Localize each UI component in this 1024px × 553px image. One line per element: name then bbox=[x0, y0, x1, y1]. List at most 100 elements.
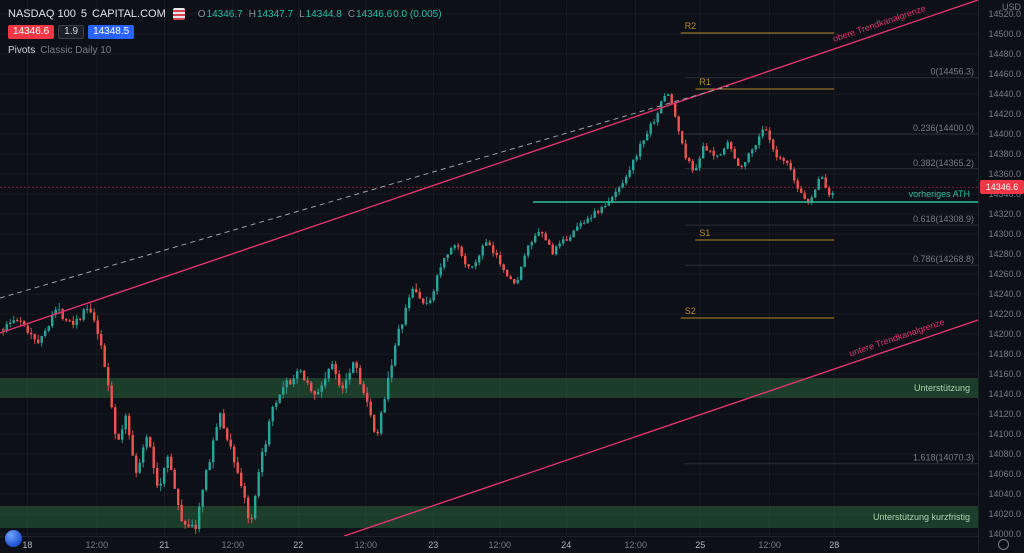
candle-body-up bbox=[814, 189, 817, 198]
candle-body-up bbox=[758, 136, 761, 146]
interval-label[interactable]: 5 bbox=[80, 8, 87, 20]
chart-plot[interactable]: 0(14456.3) 0.236(14400.0) 0.382(14365.2) 0.… bbox=[0, 0, 978, 536]
candle-body-up bbox=[656, 113, 659, 123]
upper-trend-channel-line[interactable] bbox=[0, 0, 978, 334]
candle-body-down bbox=[828, 188, 831, 196]
candle-body-up bbox=[324, 378, 327, 386]
candle-body-up bbox=[562, 239, 565, 244]
candle-body-down bbox=[772, 139, 775, 150]
fib-level-label: 1.618(14070.3) bbox=[913, 453, 974, 463]
candle-body-down bbox=[768, 130, 771, 140]
candle-body-down bbox=[110, 385, 113, 408]
candle-body-up bbox=[754, 145, 757, 150]
candle-body-down bbox=[366, 392, 369, 402]
candle-body-down bbox=[236, 462, 239, 473]
candle-body-down bbox=[418, 292, 421, 299]
candle-body-down bbox=[114, 407, 117, 434]
candle-body-down bbox=[597, 211, 600, 213]
candle-body-up bbox=[331, 363, 334, 369]
candle-body-up bbox=[264, 444, 267, 452]
buy-price-badge[interactable]: 14348.5 bbox=[88, 25, 135, 39]
candle-body-down bbox=[156, 468, 159, 486]
candle-body-up bbox=[299, 370, 302, 372]
clock-icon[interactable] bbox=[998, 539, 1009, 550]
candle-body-up bbox=[352, 362, 355, 373]
price-tick-label: 14500.0 bbox=[988, 29, 1021, 39]
candle-body-down bbox=[488, 242, 491, 246]
candle-body-up bbox=[380, 412, 383, 434]
candle-body-up bbox=[621, 183, 624, 188]
candle-body-down bbox=[551, 244, 554, 255]
candle-body-up bbox=[744, 162, 747, 167]
candle-body-up bbox=[121, 429, 124, 440]
support-zone[interactable] bbox=[0, 506, 978, 528]
candle-body-up bbox=[198, 506, 201, 530]
candle-body-up bbox=[523, 255, 526, 267]
support-zone[interactable] bbox=[0, 378, 978, 398]
price-tick-label: 14460.0 bbox=[988, 69, 1021, 79]
candle-body-down bbox=[730, 142, 733, 150]
candle-body-up bbox=[453, 245, 456, 249]
candle-body-up bbox=[590, 217, 593, 219]
support-zone-label: Unterstützung kurzfristig bbox=[873, 512, 970, 522]
candle-body-down bbox=[779, 157, 782, 159]
dashed-trend-line[interactable] bbox=[0, 85, 729, 299]
candle-body-down bbox=[415, 288, 418, 293]
candle-body-down bbox=[226, 428, 229, 440]
candle-body-up bbox=[751, 149, 754, 154]
candle-body-down bbox=[135, 455, 138, 473]
candle-body-down bbox=[740, 165, 743, 167]
candle-body-down bbox=[506, 270, 509, 277]
candle-body-up bbox=[390, 365, 393, 378]
candle-body-down bbox=[131, 435, 134, 456]
candle-body-down bbox=[16, 320, 19, 322]
lower-trend-channel-line[interactable] bbox=[344, 319, 978, 536]
candle-body-up bbox=[387, 377, 390, 400]
candle-body-down bbox=[492, 245, 495, 254]
candle-body-down bbox=[541, 231, 544, 234]
candle-body-down bbox=[737, 158, 740, 166]
price-tick-label: 14380.0 bbox=[988, 149, 1021, 159]
candle-body-down bbox=[177, 488, 180, 505]
price-axis[interactable]: USD 14000.0 14020.0 14040.0 14060.0 14080.0 1… bbox=[978, 0, 1024, 553]
price-tick-label: 14020.0 bbox=[988, 509, 1021, 519]
time-tick-label: 28 bbox=[829, 540, 840, 550]
candle-body-up bbox=[443, 258, 446, 268]
candle-body-up bbox=[530, 242, 533, 246]
candle-body-up bbox=[516, 279, 519, 284]
time-axis[interactable]: 18 12:00 21 12:00 22 12:00 23 12:00 24 12:00 25 12:… bbox=[0, 536, 978, 553]
time-tick-label: 12:00 bbox=[221, 540, 245, 550]
pivot-level-label: R2 bbox=[685, 21, 697, 31]
candle-body-up bbox=[821, 177, 824, 179]
candle-body-up bbox=[439, 267, 442, 276]
time-tick-label: 12:00 bbox=[354, 540, 378, 550]
candle-body-up bbox=[446, 254, 449, 259]
candle-body-up bbox=[436, 275, 439, 292]
candle-body-up bbox=[604, 205, 607, 207]
candle-body-up bbox=[726, 142, 729, 149]
candle-body-down bbox=[688, 158, 691, 162]
sell-price-badge[interactable]: 14346.6 bbox=[8, 25, 55, 39]
candle-body-down bbox=[310, 382, 313, 392]
previous-ath-label: vorheriges ATH bbox=[909, 189, 970, 199]
candle-body-down bbox=[247, 497, 250, 519]
candle-body-up bbox=[569, 237, 572, 241]
candle-body-down bbox=[565, 239, 568, 241]
open-value: 14346.7 bbox=[206, 8, 243, 20]
candle-body-up bbox=[425, 302, 428, 304]
candle-body-up bbox=[558, 243, 561, 247]
candle-body-down bbox=[670, 94, 673, 104]
candle-body-up bbox=[635, 156, 638, 160]
candle-body-up bbox=[625, 176, 628, 184]
candle-body-up bbox=[58, 309, 61, 311]
pivot-level-label: S2 bbox=[685, 306, 696, 316]
candle-body-down bbox=[96, 320, 99, 335]
blue-bubble-icon[interactable] bbox=[5, 530, 22, 547]
candle-body-down bbox=[544, 233, 547, 241]
candle-body-down bbox=[338, 374, 341, 386]
indicator-name[interactable]: Pivots bbox=[8, 44, 36, 56]
symbol-name[interactable]: NASDAQ 100 bbox=[8, 8, 76, 20]
exchange-label[interactable]: CAPITAL.COM bbox=[92, 8, 166, 20]
candle-body-up bbox=[163, 467, 166, 484]
candle-body-down bbox=[674, 103, 677, 117]
